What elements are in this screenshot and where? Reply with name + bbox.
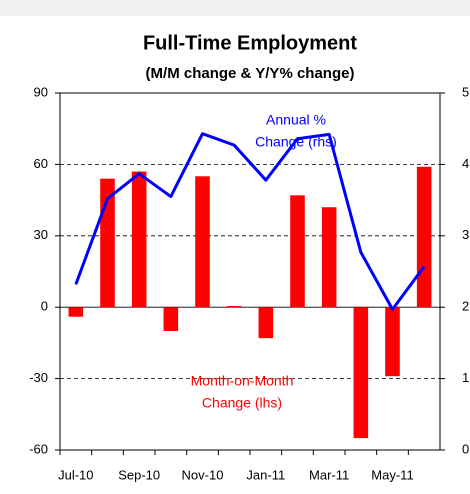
bar: [68, 307, 84, 317]
y-tick-label: 60: [34, 156, 48, 171]
y-tick-label: 0: [41, 299, 48, 314]
y-tick-label: -60: [29, 441, 48, 456]
bar: [195, 176, 210, 308]
bar: [258, 307, 274, 339]
bar: [226, 306, 242, 308]
y2-tick-label: 5: [462, 84, 469, 99]
y-tick-label: 90: [34, 84, 48, 99]
x-tick-label: Mar-11: [309, 467, 349, 482]
x-tick-label: Sep-10: [118, 467, 160, 482]
bar: [416, 166, 432, 308]
x-tick-label: Jul-10: [58, 467, 93, 482]
chart-subtitle: (M/M change & Y/Y% change): [146, 65, 355, 82]
annotation: Month-on-Month: [191, 373, 294, 389]
top-band: [0, 0, 470, 16]
x-tick-label: May-11: [371, 467, 413, 482]
annotation: Change (rhs): [255, 134, 337, 150]
annotation: Annual %: [266, 112, 326, 128]
y2-tick-label: 4: [462, 156, 469, 171]
chart-title: Full-Time Employment: [143, 32, 357, 54]
bar: [290, 195, 305, 308]
y2-tick-label: 0: [462, 441, 469, 456]
x-tick-label: Jan-11: [246, 467, 285, 482]
y2-tick-label: 2: [462, 299, 469, 314]
bar: [353, 307, 369, 439]
y-tick-label: 30: [34, 227, 48, 242]
annotation: Change (lhs): [202, 395, 282, 411]
line: [74, 132, 426, 311]
bar: [163, 307, 179, 331]
bar: [385, 307, 400, 377]
bar: [131, 171, 147, 308]
x-tick-label: Nov-10: [182, 467, 224, 482]
y2-tick-label: 1: [462, 370, 469, 385]
y2-tick-label: 3: [462, 227, 469, 242]
bar: [321, 207, 337, 308]
y-tick-label: -30: [29, 370, 48, 385]
